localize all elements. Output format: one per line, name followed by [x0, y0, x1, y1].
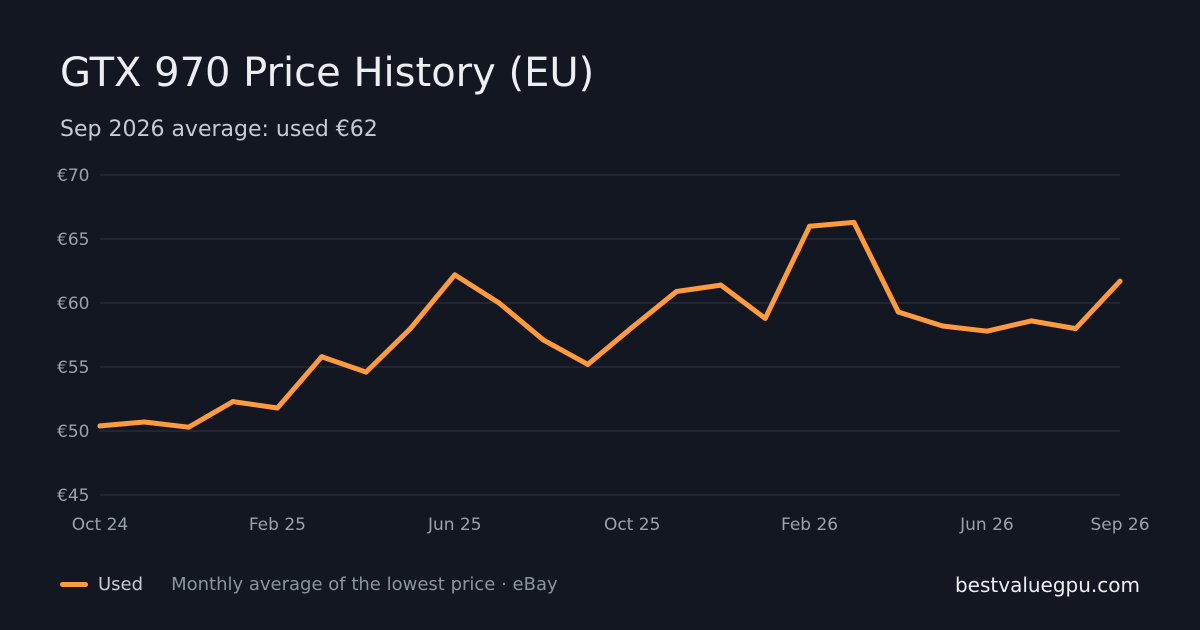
data-point [540, 337, 546, 343]
y-tick-label: €55 [57, 358, 89, 378]
grid-lines [100, 174, 1120, 496]
data-point [807, 223, 813, 229]
y-axis-ticks: €70 €65 €60 €55 €50 €45 [57, 166, 89, 506]
data-point [97, 423, 103, 429]
data-point [1117, 278, 1123, 284]
data-point [363, 369, 369, 375]
x-tick-label: Jun 26 [959, 515, 1014, 535]
data-point [230, 399, 236, 405]
data-point [274, 405, 280, 411]
chart-title: GTX 970 Price History (EU) [60, 50, 595, 96]
y-tick-label: €70 [57, 166, 89, 186]
data-point [585, 361, 591, 367]
data-point [452, 272, 458, 278]
series-used [97, 219, 1123, 430]
y-tick-label: €45 [57, 486, 89, 506]
data-point [718, 282, 724, 288]
data-point [1028, 318, 1034, 324]
data-point [186, 424, 192, 430]
series-line-used [97, 219, 1123, 430]
y-tick-label: €60 [57, 294, 89, 314]
data-point [851, 219, 857, 225]
data-point [496, 300, 502, 306]
legend: Used Monthly average of the lowest price… [60, 574, 558, 595]
data-point [407, 326, 413, 332]
chart-subtitle: Sep 2026 average: used €62 [60, 117, 378, 142]
x-axis-ticks: Oct 24 Feb 25 Jun 25 Oct 25 Feb 26 Jun 26 Sep … [72, 515, 1150, 535]
data-point [984, 328, 990, 334]
y-tick-label: €50 [57, 422, 89, 442]
source-note: Monthly average of the lowest price · eB… [171, 574, 558, 595]
legend-swatch-used [60, 582, 88, 587]
data-point [762, 315, 768, 321]
x-tick-label: Sep 26 [1090, 515, 1149, 535]
x-tick-label: Oct 25 [604, 515, 660, 535]
data-point [141, 419, 147, 425]
x-tick-label: Feb 25 [249, 515, 306, 535]
legend-label-used: Used [98, 574, 144, 595]
data-point [1073, 326, 1079, 332]
data-point [895, 309, 901, 315]
x-tick-label: Oct 24 [72, 515, 128, 535]
brand-link[interactable]: bestvaluegpu.com [954, 573, 1140, 597]
data-point [319, 354, 325, 360]
x-tick-label: Jun 25 [427, 515, 482, 535]
data-point [629, 324, 635, 330]
y-tick-label: €65 [57, 230, 89, 250]
data-point [674, 288, 680, 294]
x-tick-label: Feb 26 [781, 515, 838, 535]
data-point [940, 323, 946, 329]
